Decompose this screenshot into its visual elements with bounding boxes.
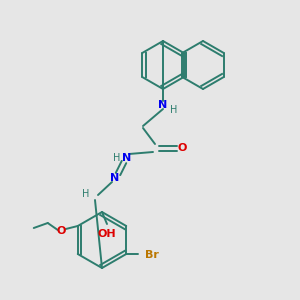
Text: H: H	[82, 189, 90, 199]
Text: H: H	[170, 105, 178, 115]
Text: Br: Br	[145, 250, 159, 260]
Text: O: O	[177, 143, 187, 153]
Text: O: O	[56, 226, 65, 236]
Text: OH: OH	[98, 229, 116, 239]
Text: H: H	[113, 153, 121, 163]
Text: N: N	[110, 173, 120, 183]
Text: N: N	[158, 100, 168, 110]
Text: N: N	[122, 153, 132, 163]
